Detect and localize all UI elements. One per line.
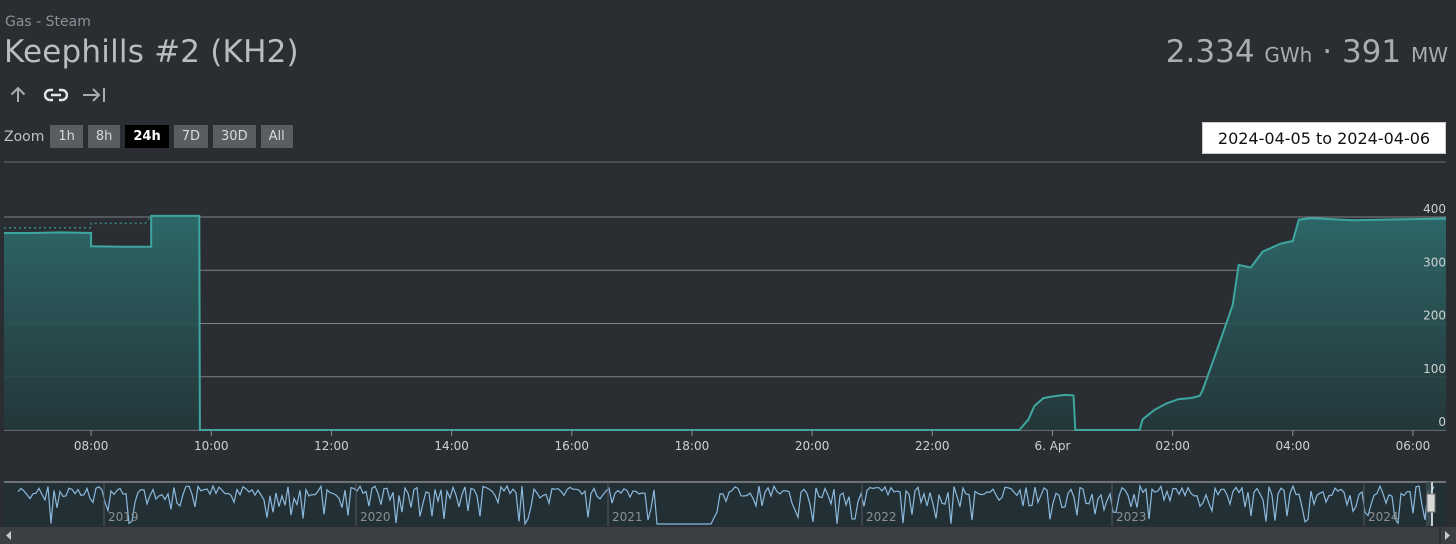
x-tick-label: 20:00: [795, 439, 830, 453]
scroll-left-icon[interactable]: [6, 531, 11, 540]
y-axis: 0 100 200 300 400: [1423, 202, 1446, 429]
navigator-year-label: 2019: [108, 510, 139, 524]
plot-area: [4, 214, 1447, 431]
x-tick-label: 08:00: [74, 439, 109, 453]
navigator-year-label: 2020: [360, 510, 391, 524]
y-tick-label: 400: [1423, 202, 1446, 216]
toolbar-icons: [6, 84, 106, 106]
date-range-input[interactable]: 2024-04-05 to 2024-04-06: [1202, 122, 1446, 154]
x-tick-label: 16:00: [554, 439, 589, 453]
series-area: [4, 215, 1446, 430]
y-tick-label: 100: [1423, 362, 1446, 376]
y-tick-label: 200: [1423, 309, 1446, 323]
x-tick-label: 02:00: [1155, 439, 1190, 453]
x-axis: 08:00 10:00 12:00 14:00 16:00 18:00 20:00 22:00…: [74, 430, 1430, 453]
summary-readout: 2.334 GWh · 391 MW: [1166, 34, 1448, 70]
category-label: Gas - Steam: [5, 14, 91, 30]
arrow-up-icon[interactable]: [6, 84, 30, 106]
energy-unit: GWh: [1264, 43, 1313, 67]
zoom-button-all[interactable]: All: [260, 125, 293, 148]
navigator-background: [4, 482, 1446, 526]
x-tick-label: 6. Apr: [1034, 439, 1070, 453]
navigator-scrollbar[interactable]: [0, 527, 1456, 544]
arrow-right-to-line-icon[interactable]: [82, 84, 106, 106]
power-value: 391: [1341, 34, 1402, 70]
navigator-year-label: 2022: [866, 510, 897, 524]
link-icon[interactable]: [44, 84, 68, 106]
navigator-year-label: 2023: [1116, 510, 1147, 524]
x-tick-label: 18:00: [675, 439, 710, 453]
x-tick-label: 14:00: [434, 439, 469, 453]
zoom-button-7d[interactable]: 7D: [173, 125, 209, 148]
separator: ·: [1322, 34, 1333, 70]
navigator-series-line: [17, 484, 1435, 526]
zoom-label: Zoom: [4, 128, 45, 145]
energy-value: 2.334: [1165, 34, 1255, 70]
scroll-right-icon[interactable]: [1445, 531, 1450, 540]
series-dotted-line: [4, 215, 152, 229]
x-tick-label: 22:00: [915, 439, 950, 453]
x-tick-label: 06:00: [1396, 439, 1431, 453]
series-line: [4, 214, 1447, 431]
navigator: 2019 2020 2021 2022 2023 2024: [0, 481, 1456, 544]
zoom-button-24h[interactable]: 24h: [125, 125, 169, 148]
y-tick-label: 300: [1423, 255, 1446, 269]
zoom-button-30d[interactable]: 30D: [213, 125, 256, 148]
zoom-bar: Zoom 1h 8h 24h 7D 30D All: [4, 125, 293, 148]
zoom-button-8h[interactable]: 8h: [87, 125, 121, 148]
x-tick-label: 04:00: [1275, 439, 1310, 453]
page-title: Keephills #2 (KH2): [4, 34, 299, 70]
power-unit: MW: [1410, 43, 1448, 67]
x-tick-label: 12:00: [314, 439, 349, 453]
navigator-year-label: 2024: [1368, 510, 1399, 524]
navigator-year-label: 2021: [612, 510, 643, 524]
zoom-button-1h[interactable]: 1h: [50, 125, 83, 148]
navigator-handle[interactable]: [1426, 493, 1436, 513]
y-tick-label: 0: [1438, 415, 1446, 429]
x-tick-label: 10:00: [194, 439, 229, 453]
